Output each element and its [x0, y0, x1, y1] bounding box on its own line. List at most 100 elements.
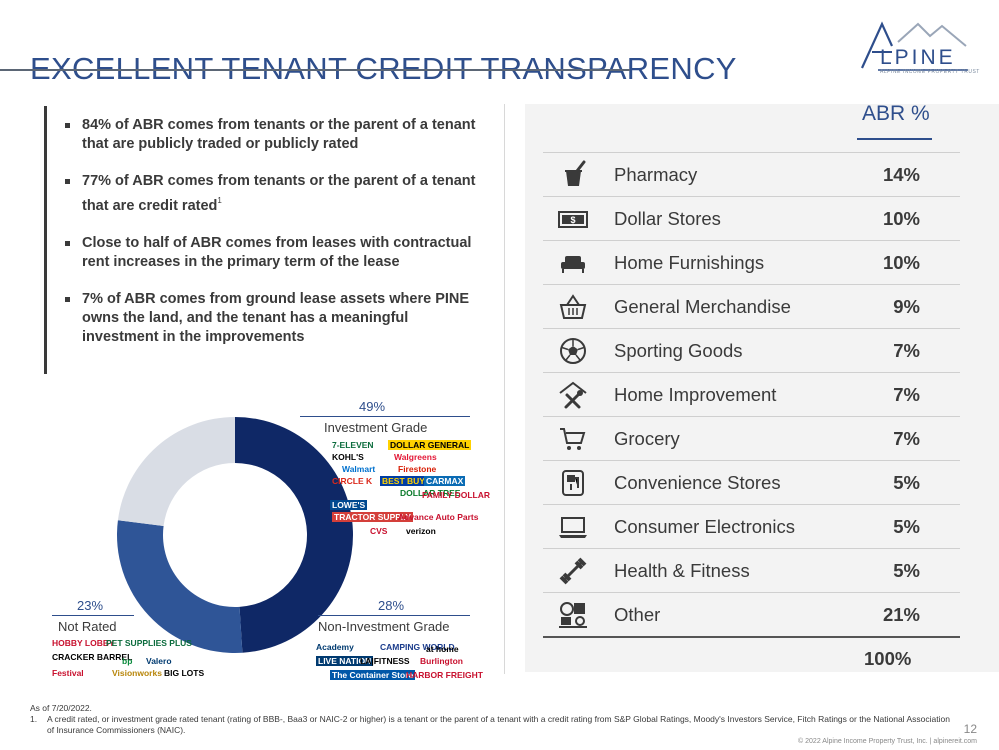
abr-row-value: 21% [882, 604, 920, 625]
abr-row-label: Consumer Electronics [614, 516, 795, 537]
abr-row-label: Convenience Stores [614, 472, 781, 493]
tenant-logo: 7-ELEVEN [332, 440, 374, 450]
logo-wordmark: LPINE [880, 46, 956, 69]
tenant-logo: LIVE NATION [316, 656, 374, 666]
tenant-logo: Valero [146, 656, 172, 666]
abr-row: Pharmacy 14% [543, 152, 960, 197]
donut-slice-investment-grade [235, 417, 353, 653]
footnote-text: A credit rated, or investment grade rate… [47, 714, 950, 735]
tenant-logo: DOLLAR TREE [400, 488, 461, 498]
key-point: 77% of ABR comes from tenants or the par… [64, 172, 484, 216]
abr-row-value: 5% [893, 472, 920, 493]
non-investment-grade-tenant-logos: Academy CAMPING WORLD at home LIVE NATION LA… [316, 640, 483, 686]
tenant-logo: BEST BUY [380, 476, 427, 486]
tenant-logo: HARBOR FREIGHT [406, 670, 483, 680]
abr-row: Consumer Electronics 5% [543, 505, 960, 549]
page-number: 12 [963, 722, 977, 736]
investment-grade-label: Investment Grade [324, 420, 428, 435]
tenant-logo: CAMPING WORLD [380, 642, 455, 652]
investment-grade-tenant-logos: 7-ELEVEN DOLLAR GENERAL KOHL'S Walgreens Wal… [330, 438, 490, 542]
assorted-items-icon [559, 602, 587, 628]
key-point: Close to half of ABR comes from leases w… [64, 234, 484, 272]
house-tools-icon [559, 381, 587, 409]
footnote-ref: 1 [217, 196, 222, 205]
logo-subtitle: ALPINE INCOME PROPERTY TRUST [880, 69, 980, 75]
key-point-text: 84% of ABR comes from tenants or the par… [82, 117, 476, 152]
abr-row: Health & Fitness 5% [543, 549, 960, 593]
abr-total: 100% [864, 648, 912, 669]
abr-row-value: 5% [893, 516, 920, 537]
dollar-bill-icon: $ [558, 211, 588, 228]
tenant-logo: TRACTOR SUPPLY [332, 512, 413, 522]
key-points-list: 84% of ABR comes from tenants or the par… [64, 116, 484, 365]
abr-row-value: 7% [893, 428, 920, 449]
tenant-logo: Firestone [398, 464, 437, 474]
tenant-logo: PET SUPPLIES PLUS [106, 638, 192, 648]
sofa-icon [561, 256, 585, 273]
abr-panel-background [525, 104, 999, 672]
not-rated-tenant-logos: HOBBY LOBBY PET SUPPLIES PLUS CRACKER BARR… [52, 638, 204, 686]
abr-row-label: Home Furnishings [614, 252, 765, 273]
tenant-logo: The Container Store [330, 670, 416, 680]
footnotes: As of 7/20/2022. 1. A credit rated, or i… [30, 703, 950, 736]
laptop-icon [559, 517, 587, 538]
tenant-logo: LA|FITNESS [360, 656, 410, 666]
abr-row: $ Dollar Stores 10% [543, 197, 960, 241]
abr-row: Grocery 7% [543, 417, 960, 461]
abr-row: Other 21% [543, 593, 960, 637]
abr-row-value: 10% [882, 208, 920, 229]
title-underline [0, 69, 630, 71]
not-rated-label: Not Rated [58, 619, 117, 634]
tenant-logo: Walmart [342, 464, 376, 474]
as-of-date: As of 7/20/2022. [30, 703, 92, 713]
tenant-credit-donut-chart [116, 417, 353, 653]
tenant-logo: Advance Auto Parts [398, 512, 479, 522]
key-point-text: Close to half of ABR comes from leases w… [82, 235, 472, 270]
fuel-pump-icon [562, 470, 584, 496]
donut-slice-not-rated [117, 417, 235, 526]
investment-grade-pct: 49% [359, 399, 386, 414]
abr-row-label: General Merchandise [614, 296, 791, 317]
tenant-logo: CARMAX [424, 476, 466, 486]
tenant-logo: Festival [52, 668, 84, 678]
abr-row: Convenience Stores 5% [543, 461, 960, 505]
abr-row: General Merchandise 9% [543, 285, 960, 329]
bullet-accent-bar [44, 106, 47, 374]
abr-row-value: 5% [893, 560, 920, 581]
tenant-logo: DOLLAR GENERAL [388, 440, 472, 450]
tenant-logo: FAMILY DOLLAR [422, 490, 491, 500]
copyright: © 2022 Alpine Income Property Trust, Inc… [798, 738, 977, 745]
abr-row-value: 7% [893, 384, 920, 405]
non-investment-grade-pct: 28% [378, 598, 405, 613]
tenant-logo: verizon [406, 526, 436, 536]
abr-row-label: Dollar Stores [614, 208, 721, 229]
shopping-cart-icon [560, 428, 586, 450]
tenant-logo: HOBBY LOBBY [52, 638, 115, 648]
tenant-logo: Academy [316, 642, 354, 652]
tenant-logo: Visionworks [112, 668, 162, 678]
page-title: EXCELLENT TENANT CREDIT TRANSPARENCY [30, 50, 737, 86]
abr-row-value: 10% [882, 252, 920, 273]
abr-row-value: 7% [893, 340, 920, 361]
tenant-logo: LOWE'S [330, 500, 368, 510]
tenant-logo: KOHL'S [332, 452, 364, 462]
abr-row-label: Grocery [614, 428, 680, 449]
key-point-text: 77% of ABR comes from tenants or the par… [82, 173, 476, 214]
abr-table: Pharmacy 14% $ Dollar Stores 10% Home Furnish… [543, 152, 960, 637]
key-point: 7% of ABR comes from ground lease assets… [64, 290, 484, 347]
key-point-text: 7% of ABR comes from ground lease assets… [82, 291, 470, 345]
tenant-logo: bp [122, 656, 133, 666]
abr-row-value: 9% [893, 296, 920, 317]
abr-header: ABR % [862, 102, 930, 125]
column-divider [504, 104, 505, 674]
mortar-pestle-icon [565, 160, 586, 186]
abr-row: Home Improvement 7% [543, 373, 960, 417]
not-rated-pct: 23% [77, 598, 104, 613]
tenant-logo: Walgreens [394, 452, 437, 462]
abr-row-label: Health & Fitness [614, 560, 750, 581]
dumbbell-icon [559, 557, 587, 585]
key-point: 84% of ABR comes from tenants or the par… [64, 116, 484, 154]
abr-row-label: Other [614, 604, 661, 625]
svg-text:$: $ [570, 215, 575, 225]
non-investment-grade-leader [318, 615, 470, 616]
